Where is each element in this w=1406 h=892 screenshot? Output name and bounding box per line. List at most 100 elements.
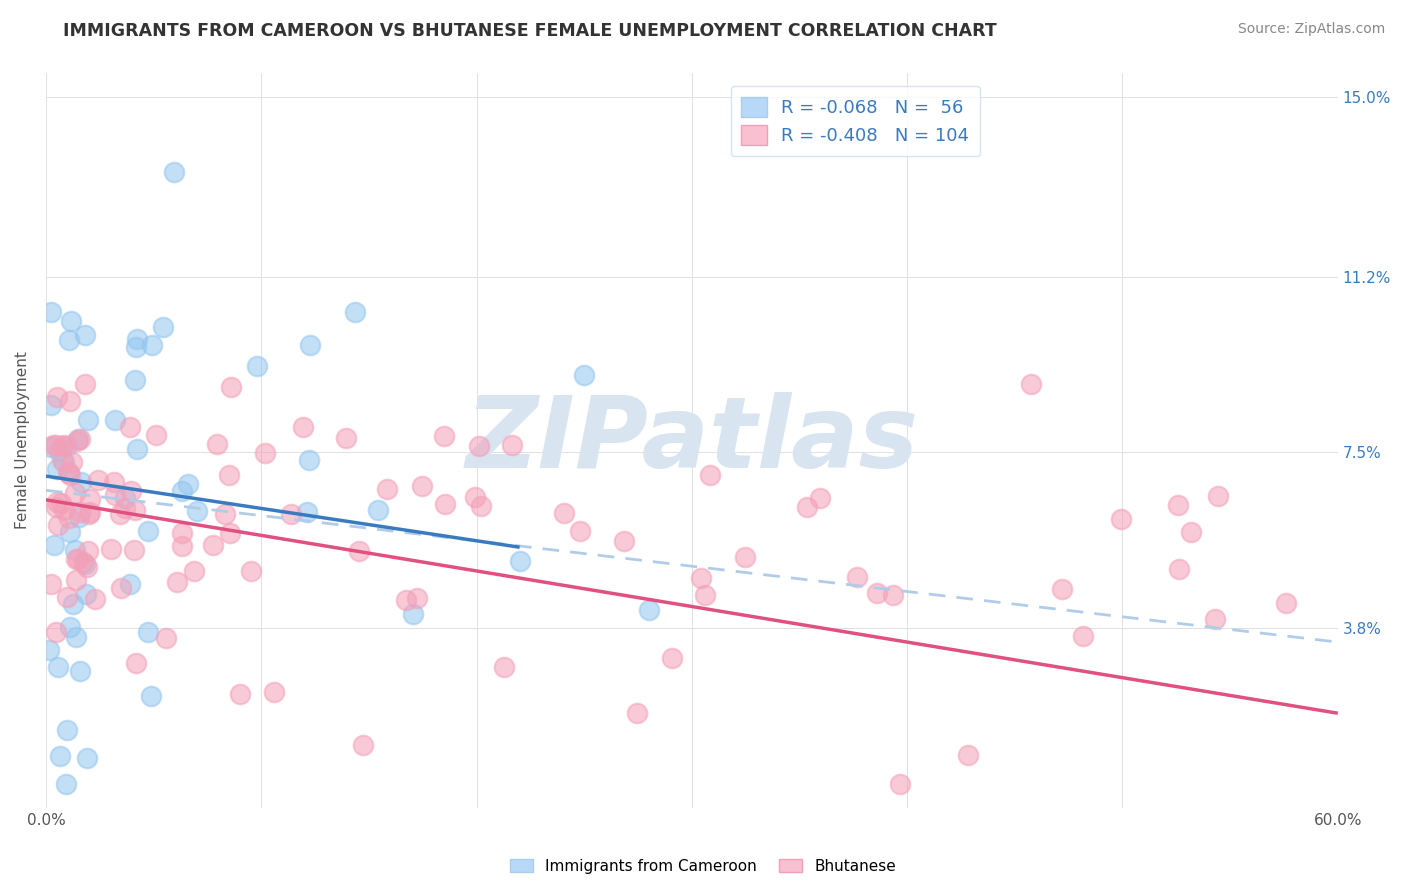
Point: [124, 373, 146, 387]
Point: [58, 619, 80, 633]
Point: [55, 438, 77, 452]
Point: [65, 573, 87, 587]
Point: [136, 624, 159, 639]
Point: [38, 642, 60, 657]
Point: [1180, 525, 1202, 540]
Point: [253, 445, 276, 459]
Point: [433, 429, 456, 443]
Point: [509, 554, 531, 568]
Point: [402, 607, 425, 621]
Point: [501, 437, 523, 451]
Point: [695, 588, 717, 602]
Point: [170, 525, 193, 540]
Point: [45, 500, 67, 515]
Point: [45, 390, 67, 404]
Point: [39, 398, 62, 412]
Point: [58, 466, 80, 480]
Point: [956, 747, 979, 762]
Point: [263, 685, 285, 699]
Point: [55, 777, 77, 791]
Point: [118, 577, 141, 591]
Text: IMMIGRANTS FROM CAMEROON VS BHUTANESE FEMALE UNEMPLOYMENT CORRELATION CHART: IMMIGRANTS FROM CAMEROON VS BHUTANESE FE…: [63, 22, 997, 40]
Point: [76, 560, 98, 574]
Point: [56, 723, 79, 737]
Point: [155, 631, 177, 645]
Point: [79, 505, 101, 519]
Point: [62, 597, 84, 611]
Point: [1071, 629, 1094, 643]
Point: [240, 564, 263, 578]
Point: [60, 455, 83, 469]
Point: [808, 491, 831, 506]
Point: [69, 664, 91, 678]
Point: [59, 314, 82, 328]
Point: [84, 592, 107, 607]
Point: [796, 500, 818, 515]
Point: [65, 543, 87, 558]
Point: [613, 534, 636, 549]
Point: [1206, 489, 1229, 503]
Point: [87, 473, 110, 487]
Point: [53, 502, 76, 516]
Point: [66, 432, 89, 446]
Point: [103, 488, 125, 502]
Point: [59, 525, 82, 540]
Point: [39, 576, 62, 591]
Text: ZIPatlas: ZIPatlas: [465, 392, 918, 489]
Point: [470, 499, 492, 513]
Point: [468, 439, 491, 453]
Point: [375, 482, 398, 496]
Point: [124, 502, 146, 516]
Point: [69, 505, 91, 519]
Legend: R = -0.068   N =  56, R = -0.408   N = 104: R = -0.068 N = 56, R = -0.408 N = 104: [731, 86, 980, 156]
Point: [889, 777, 911, 791]
Point: [69, 432, 91, 446]
Point: [219, 525, 242, 540]
Point: [53, 438, 76, 452]
Point: [125, 656, 148, 670]
Point: [152, 320, 174, 334]
Point: [170, 539, 193, 553]
Point: [494, 660, 516, 674]
Point: [46, 518, 69, 533]
Point: [55, 591, 77, 605]
Point: [45, 461, 67, 475]
Point: [299, 338, 322, 352]
Point: [118, 420, 141, 434]
Point: [139, 690, 162, 704]
Point: [72, 555, 94, 569]
Point: [76, 751, 98, 765]
Point: [434, 497, 457, 511]
Point: [70, 475, 93, 490]
Point: [661, 651, 683, 665]
Point: [170, 484, 193, 499]
Point: [202, 538, 225, 552]
Point: [1109, 512, 1132, 526]
Point: [122, 543, 145, 558]
Point: [1052, 582, 1074, 596]
Point: [395, 592, 418, 607]
Point: [67, 510, 90, 524]
Point: [1021, 376, 1043, 391]
Point: [79, 491, 101, 506]
Point: [77, 544, 100, 558]
Point: [120, 484, 142, 499]
Point: [1204, 612, 1226, 626]
Point: [39, 305, 62, 319]
Point: [405, 591, 427, 605]
Point: [367, 503, 389, 517]
Point: [1275, 596, 1298, 610]
Point: [214, 507, 236, 521]
Point: [104, 413, 127, 427]
Point: [568, 524, 591, 538]
Point: [882, 588, 904, 602]
Y-axis label: Female Unemployment: Female Unemployment: [15, 351, 30, 530]
Point: [626, 706, 648, 720]
Point: [127, 332, 149, 346]
Point: [45, 494, 67, 508]
Point: [553, 506, 575, 520]
Point: [1167, 562, 1189, 576]
Point: [464, 490, 486, 504]
Point: [183, 564, 205, 578]
Point: [51, 439, 73, 453]
